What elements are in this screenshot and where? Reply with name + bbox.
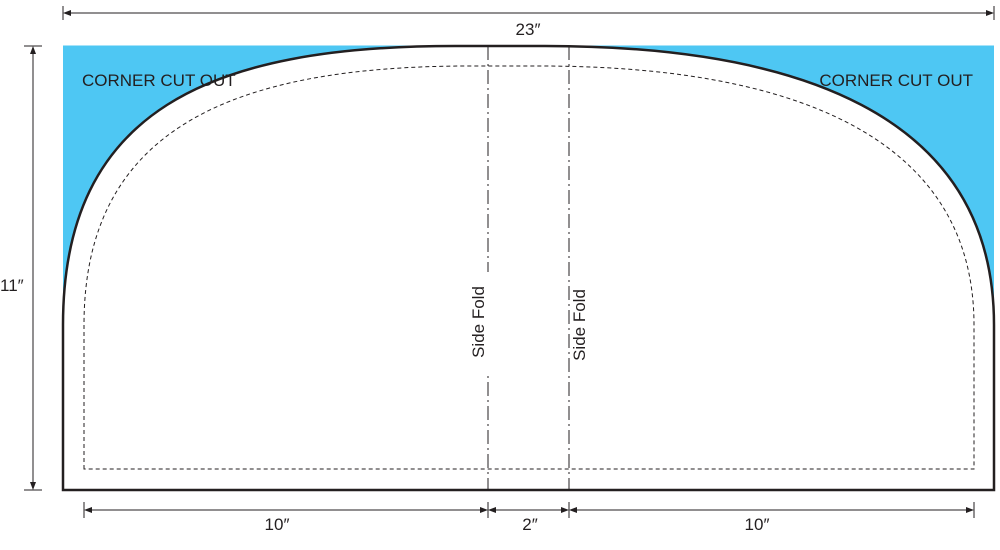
seam-line bbox=[83, 65, 975, 470]
bottom-dimensions bbox=[83, 502, 975, 518]
corner-cutout-label-right: CORNER CUT OUT bbox=[819, 71, 973, 90]
side-fold-label-right: Side Fold bbox=[570, 289, 589, 361]
center-section-label: 2″ bbox=[522, 515, 537, 534]
corner-cutout-label-left: CORNER CUT OUT bbox=[82, 71, 236, 90]
side-fold-label-left: Side Fold bbox=[469, 286, 488, 358]
corner-cutout-area bbox=[63, 46, 994, 325]
height-label: 11″ bbox=[0, 276, 24, 295]
height-dimension bbox=[24, 45, 42, 491]
right-section-label: 10″ bbox=[745, 515, 770, 534]
width-label: 23″ bbox=[516, 20, 541, 39]
left-section-label: 10″ bbox=[265, 515, 290, 534]
pattern-outline bbox=[61, 44, 996, 492]
width-dimension bbox=[62, 6, 995, 20]
